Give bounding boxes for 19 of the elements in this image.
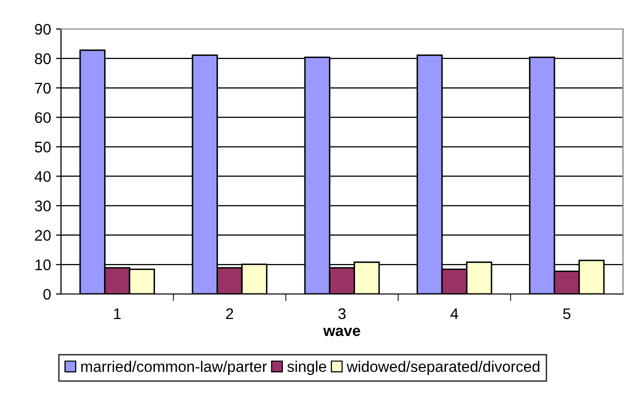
y-tick-label: 90 [35,24,51,35]
x-tick-label: 4 [450,308,458,319]
y-tick-label: 0 [43,288,51,300]
y-tick-label: 10 [35,259,51,270]
y-tick-label: 20 [35,230,51,241]
x-tick-label: 5 [563,308,570,320]
x-tick-label: 1 [114,308,121,319]
y-tick-label: 30 [34,200,51,212]
y-tick-label: 60 [35,112,51,124]
legend-label: widowed/separated/divorced [346,360,540,375]
legend-label: single [287,360,326,375]
y-tick-label: 70 [35,82,51,94]
x-axis-title: wave [323,328,360,336]
y-tick-label: 80 [34,53,51,64]
y-tick-label: 40 [34,171,51,182]
y-tick-label: 50 [34,142,51,152]
legend-label: married/common-law/parter [81,360,267,375]
x-tick-label: 3 [338,308,346,320]
x-tick-label: 2 [226,308,234,319]
